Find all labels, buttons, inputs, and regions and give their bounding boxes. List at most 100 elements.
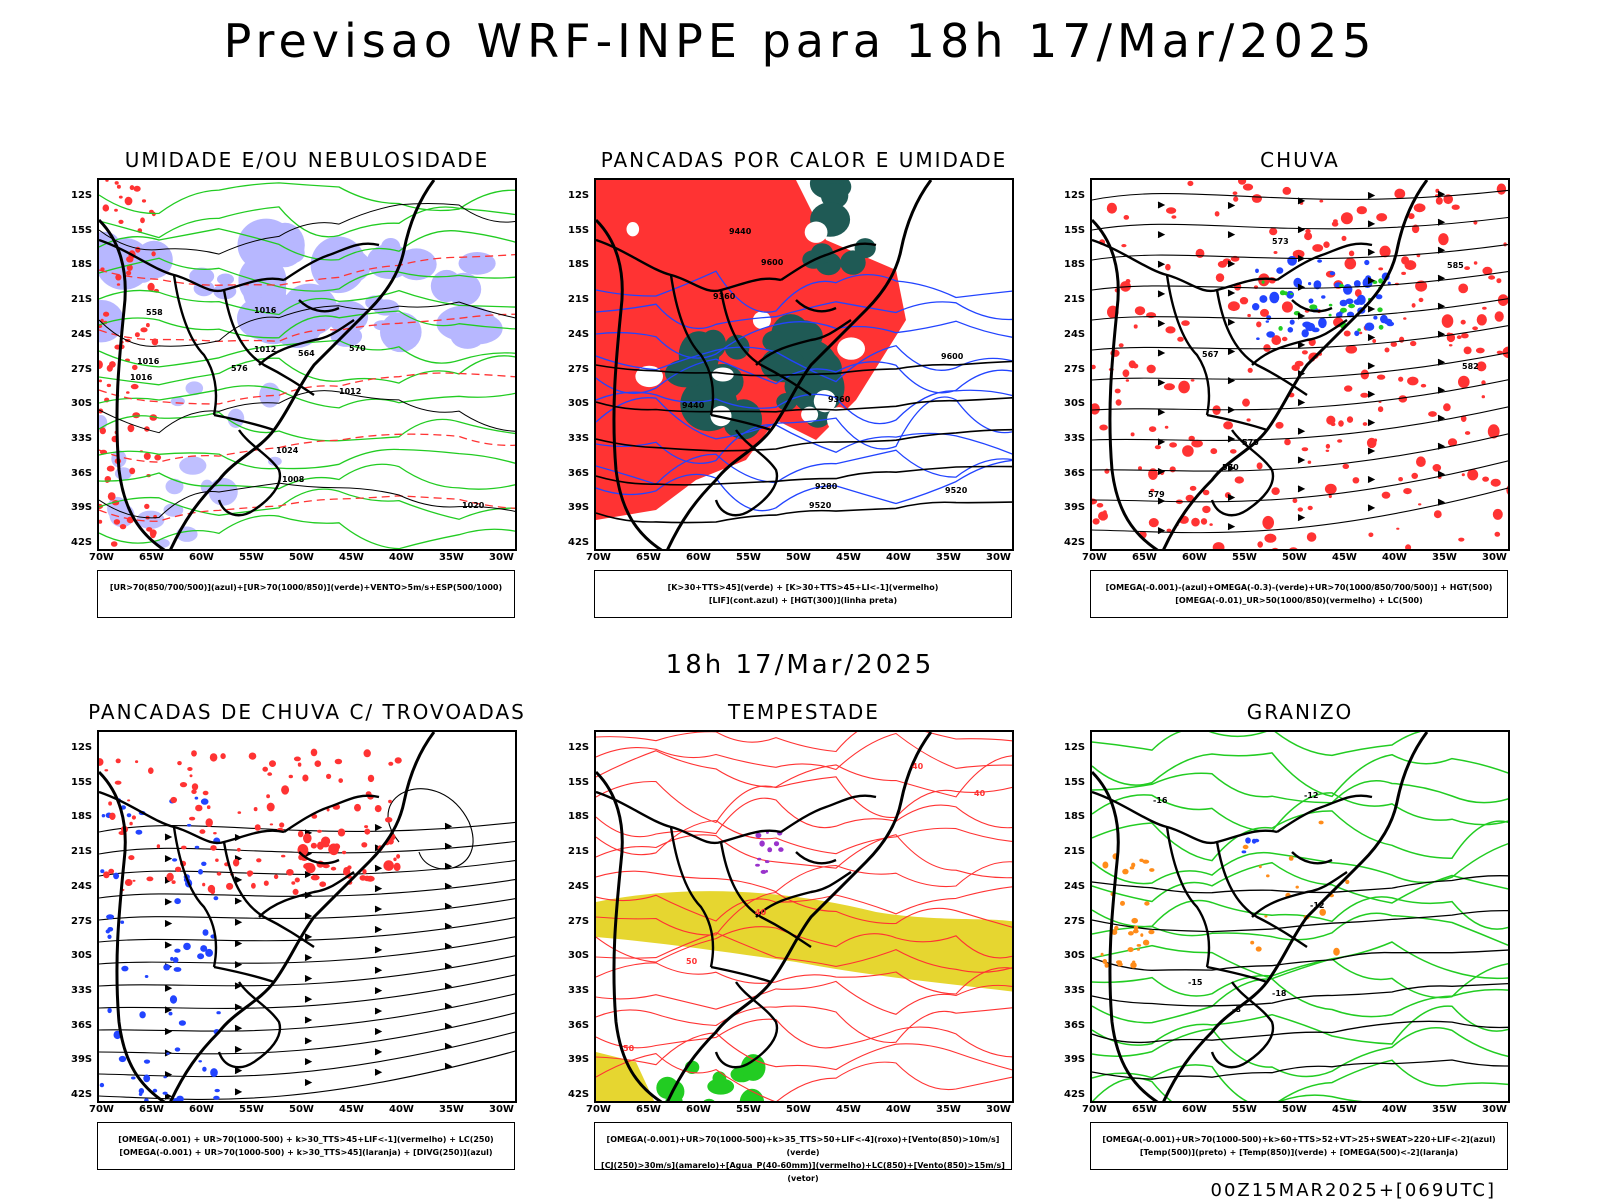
streamline-arrow [1437, 470, 1446, 478]
field-patch [132, 412, 141, 419]
field-patch [1287, 255, 1297, 266]
field-patch [383, 860, 395, 871]
contour-line [99, 433, 515, 463]
contour-label: 1012 [254, 345, 276, 354]
legend-line: [LIF](cont.azul) + [HGT(300)](linha pret… [708, 596, 898, 605]
streamline [99, 1031, 515, 1078]
field-patch [1181, 320, 1190, 326]
lat-tick-label: 21S [1064, 846, 1086, 858]
panel-legend: [OMEGA(-0.001)-(azul)+OMEGA(-0.3)-(verde… [1090, 570, 1508, 618]
field-patch [202, 929, 209, 936]
lat-tick-label: 42S [1064, 1089, 1086, 1100]
field-patch [1121, 244, 1127, 248]
contour-label: 9600 [941, 352, 964, 361]
field-patch [1331, 221, 1339, 227]
field-patch [321, 842, 330, 848]
field-patch [1264, 533, 1277, 543]
contour-line [596, 1032, 1012, 1071]
field-patch [364, 828, 371, 835]
streamline-arrow [1367, 390, 1376, 398]
field-patch [1202, 505, 1211, 514]
lon-tick-label: 50W [1282, 552, 1307, 563]
streamline-arrow [374, 925, 383, 933]
field-patch [1297, 507, 1303, 512]
field-patch [1262, 515, 1274, 530]
lon-tick-label: 65W [636, 1104, 661, 1115]
contour-line [99, 372, 515, 405]
field-patch [1301, 350, 1308, 355]
lat-tick-label: 36S [71, 467, 93, 479]
lon-tick-label: 70W [586, 552, 611, 563]
lon-tick-label: 45W [1332, 552, 1357, 563]
field-patch [767, 847, 773, 853]
lat-tick-label: 33S [568, 984, 590, 996]
streamline-arrow [1297, 312, 1306, 320]
field-patch [1131, 862, 1136, 868]
field-patch [1247, 313, 1251, 318]
field-patch [1373, 438, 1378, 442]
streamline [1092, 352, 1508, 381]
field-patch [1163, 383, 1175, 391]
streamline [1092, 189, 1508, 201]
state-border [1165, 826, 1211, 968]
streamline-arrow [304, 912, 313, 920]
field-patch [99, 360, 103, 369]
field-patch [1387, 281, 1391, 286]
streamline [1092, 325, 1508, 351]
field-patch [314, 760, 322, 767]
streamline-arrow [374, 905, 383, 913]
field-patch [1325, 449, 1330, 452]
field-patch [136, 510, 165, 529]
streamline-arrow [164, 941, 173, 949]
field-patch [1354, 330, 1360, 337]
field-patch [1463, 346, 1472, 355]
field-patch [1413, 203, 1426, 213]
field-patch [187, 767, 193, 771]
lat-tick-label: 12S [1064, 190, 1086, 201]
streamline-arrow [1367, 504, 1376, 512]
streamline-arrow [1367, 419, 1376, 427]
field-patch [107, 1007, 112, 1014]
streamline [1092, 243, 1508, 261]
map-panel: 1008 1012 1016 1016 1020 1012 1016 1024 576 570 56… [97, 178, 517, 551]
field-patch [1269, 291, 1280, 304]
panel-legend: [OMEGA(-0.001)+UR>70(1000-500)+k>35_TTS>… [594, 1122, 1012, 1183]
field-patch [248, 752, 257, 760]
lat-tick-label: 21S [568, 294, 590, 306]
lon-tick-label: 35W [936, 1104, 961, 1115]
field-patch [1255, 268, 1259, 273]
streamline-arrow [1227, 377, 1236, 385]
field-patch [143, 1074, 151, 1083]
field-patch [1380, 314, 1388, 324]
streamline-arrow [1367, 277, 1376, 285]
field-patch [213, 1095, 220, 1100]
field-patch [118, 1055, 127, 1063]
field-patch [1178, 380, 1190, 394]
field-patch [1164, 425, 1169, 429]
field-patch [364, 825, 369, 829]
contour-line [596, 428, 1012, 452]
field-patch [253, 807, 258, 812]
lat-tick-label: 33S [71, 984, 93, 996]
state-border [213, 965, 275, 984]
field-patch [1359, 331, 1363, 335]
field-patch [166, 872, 174, 882]
field-patch [110, 541, 118, 547]
field-patch [328, 845, 339, 855]
state-border [795, 851, 837, 865]
field-patch [1328, 494, 1332, 499]
page-title: Previsao WRF-INPE para 18h 17/Mar/2025 [223, 14, 1377, 68]
field-patch [1132, 960, 1136, 964]
lon-tick-label: 60W [1182, 1104, 1207, 1115]
contour-label: 9440 [682, 401, 705, 410]
contour-label: -18 [1272, 989, 1287, 998]
field-patch [106, 914, 115, 920]
field-patch [1356, 206, 1367, 215]
field-patch [135, 760, 139, 764]
field-patch [246, 870, 254, 876]
contour-line [596, 459, 1012, 512]
field-patch [1318, 317, 1327, 329]
field-patch [1378, 278, 1383, 284]
field-patch [121, 965, 129, 972]
field-patch [1373, 315, 1378, 320]
